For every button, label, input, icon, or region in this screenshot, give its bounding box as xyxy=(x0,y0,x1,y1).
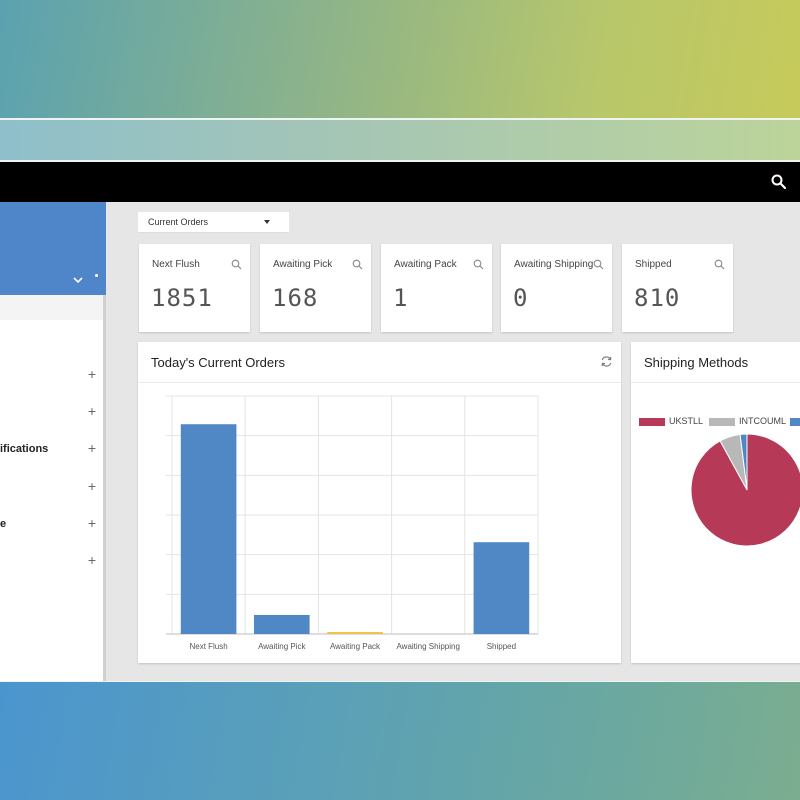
stat-title: Next Flush xyxy=(152,259,200,270)
x-tick-label: Awaiting Pick xyxy=(258,642,306,651)
sidebar-header xyxy=(0,202,106,295)
pie-slice[interactable] xyxy=(690,433,800,547)
bar[interactable] xyxy=(253,614,310,634)
bar-chart: Next Flush Awaiting Pick Awaiting Pack Awai… xyxy=(166,395,539,651)
sidebar: + + ifications + + e + + xyxy=(0,202,106,681)
chevron-down-icon[interactable] xyxy=(72,274,84,286)
sidebar-scrollbar[interactable] xyxy=(103,295,106,681)
stat-card-next-flush[interactable]: Next Flush 1851 xyxy=(139,244,250,332)
search-icon[interactable] xyxy=(352,259,363,270)
dashboard-window: + + ifications + + e + + Current Orders … xyxy=(0,162,800,681)
sidebar-item-notifications[interactable]: ifications + xyxy=(0,440,100,460)
stat-card-awaiting-pack[interactable]: Awaiting Pack 1 xyxy=(381,244,492,332)
x-tick-label: Next Flush xyxy=(189,642,227,651)
sidebar-item[interactable]: e + xyxy=(0,515,100,535)
orders-chart-panel: Today's Current Orders Next Flush Awaitin… xyxy=(138,342,621,663)
sidebar-item[interactable]: + xyxy=(0,552,100,572)
stat-title: Shipped xyxy=(635,259,672,270)
sidebar-item-label: ifications xyxy=(0,443,49,455)
x-tick-label: Awaiting Shipping xyxy=(396,642,459,651)
bar[interactable] xyxy=(473,542,530,634)
panel-title: Shipping Methods xyxy=(644,355,749,370)
sidebar-item[interactable]: + xyxy=(0,403,100,423)
expand-plus-icon[interactable]: + xyxy=(87,515,96,531)
background-strip xyxy=(0,120,800,160)
panel-title: Today's Current Orders xyxy=(151,355,285,370)
top-bar xyxy=(0,162,800,202)
expand-plus-icon[interactable]: + xyxy=(87,552,96,568)
shipping-methods-panel: Shipping Methods UKSTLL INTCOUML xyxy=(631,342,800,663)
background-top xyxy=(0,0,800,118)
x-tick-label: Awaiting Pack xyxy=(330,642,381,651)
caret-down-icon xyxy=(264,220,270,224)
stat-title: Awaiting Shipping xyxy=(514,259,594,270)
sidebar-subheader xyxy=(0,295,106,320)
stat-card-awaiting-shipping[interactable]: Awaiting Shipping 0 xyxy=(501,244,612,332)
search-icon[interactable] xyxy=(473,259,484,270)
orders-filter-dropdown[interactable]: Current Orders xyxy=(138,212,289,233)
expand-plus-icon[interactable]: + xyxy=(87,440,96,456)
sidebar-item-label: e xyxy=(0,518,7,530)
sidebar-item[interactable]: + xyxy=(0,478,100,498)
legend-label: INTCOUML xyxy=(739,416,786,426)
stat-value: 1851 xyxy=(151,284,213,312)
panel-divider xyxy=(138,382,621,383)
sidebar-item[interactable]: + xyxy=(0,366,100,386)
expand-plus-icon[interactable]: + xyxy=(87,478,96,494)
expand-plus-icon[interactable]: + xyxy=(87,403,96,419)
search-icon[interactable] xyxy=(231,259,242,270)
dot-indicator xyxy=(95,274,98,277)
legend-swatch xyxy=(790,418,800,426)
stat-value: 810 xyxy=(634,284,681,312)
legend-label: UKSTLL xyxy=(669,416,704,426)
divider-line xyxy=(0,160,800,162)
divider-line xyxy=(0,118,800,120)
stat-value: 0 xyxy=(513,284,529,312)
pie-chart xyxy=(690,433,800,547)
legend-swatch xyxy=(639,418,665,426)
bar[interactable] xyxy=(180,424,237,634)
refresh-icon[interactable] xyxy=(600,355,613,368)
dropdown-value: Current Orders xyxy=(148,217,209,227)
search-icon[interactable] xyxy=(714,259,725,270)
stat-value: 168 xyxy=(272,284,319,312)
stat-value: 1 xyxy=(393,284,409,312)
expand-plus-icon[interactable]: + xyxy=(87,366,96,382)
bar[interactable] xyxy=(327,632,383,634)
search-icon[interactable] xyxy=(770,173,788,191)
stat-title: Awaiting Pick xyxy=(273,259,333,270)
stat-card-shipped[interactable]: Shipped 810 xyxy=(622,244,733,332)
stat-card-awaiting-pick[interactable]: Awaiting Pick 168 xyxy=(260,244,371,332)
background-bottom xyxy=(0,682,800,800)
x-tick-label: Shipped xyxy=(487,642,516,651)
stat-title: Awaiting Pack xyxy=(394,259,457,270)
legend-swatch xyxy=(709,418,735,426)
search-icon[interactable] xyxy=(593,259,604,270)
panel-divider xyxy=(631,382,800,383)
